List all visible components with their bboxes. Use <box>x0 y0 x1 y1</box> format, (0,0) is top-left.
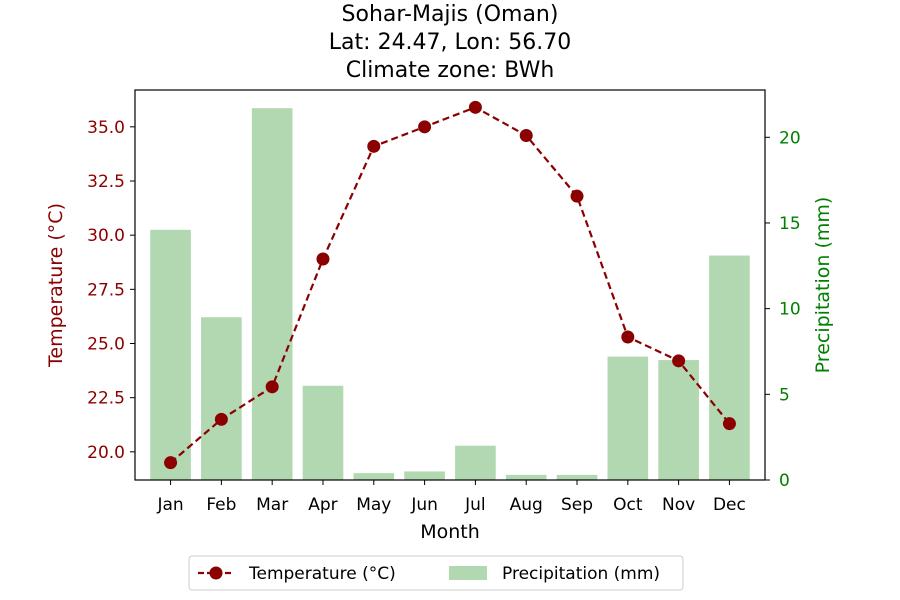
x-axis-tick-label: Apr <box>308 495 337 515</box>
temperature-point <box>214 412 228 426</box>
temperature-point <box>672 354 686 368</box>
right-axis-tick-label: 0 <box>779 471 790 491</box>
precipitation-bar <box>607 356 649 480</box>
right-axis: 0 5 10 15 20 <box>765 128 801 491</box>
x-axis-tick-label: Nov <box>662 495 695 515</box>
precipitation-bar <box>658 360 699 480</box>
x-axis-tick-label: May <box>356 495 391 515</box>
x-axis-tick-label: Sep <box>561 495 593 515</box>
left-axis-tick-label: 25.0 <box>87 335 125 355</box>
precipitation-bar <box>455 445 496 480</box>
x-axis-tick-label: Jul <box>464 495 486 515</box>
legend: Temperature (°C) Precipitation (mm) <box>188 555 684 591</box>
temperature-point <box>621 330 635 344</box>
temperature-point <box>265 380 279 394</box>
temperature-point <box>316 252 330 266</box>
x-axis-tick-label: Aug <box>510 495 543 515</box>
x-axis-tick-label: Mar <box>256 495 288 515</box>
temperature-line <box>164 100 736 470</box>
temperature-point <box>367 139 381 153</box>
precipitation-bar <box>505 474 547 480</box>
precipitation-bar <box>302 385 344 480</box>
precipitation-bar <box>353 473 395 480</box>
precipitation-bar <box>709 255 750 480</box>
left-axis-tick-label: 20.0 <box>87 443 125 463</box>
title-line-1: Sohar-Majis (Oman) <box>342 2 559 27</box>
legend-temperature-label: Temperature (°C) <box>248 564 396 584</box>
precipitation-bar <box>404 471 445 480</box>
legend-box <box>188 555 684 591</box>
temperature-series-line <box>169 106 731 464</box>
precipitation-bars <box>150 108 750 480</box>
temperature-point <box>468 100 482 114</box>
left-axis-label: Temperature (°C) <box>45 203 67 368</box>
x-axis: Jan Feb Mar Apr May Jun Jul Aug Sep Oct Nov Dec <box>156 480 746 515</box>
right-axis-tick-label: 15 <box>779 214 801 234</box>
x-axis-tick-label: Oct <box>613 495 643 515</box>
title-line-3: Climate zone: BWh <box>346 58 555 83</box>
x-axis-tick-label: Feb <box>206 495 236 515</box>
left-axis-tick-label: 35.0 <box>87 118 125 138</box>
precipitation-bar <box>201 317 242 480</box>
precipitation-bar <box>556 474 598 480</box>
legend-temperature-marker <box>209 566 223 580</box>
chart-title: Sohar-Majis (Oman) Lat: 24.47, Lon: 56.7… <box>329 2 571 83</box>
temperature-point <box>570 189 584 203</box>
temperature-point <box>164 456 178 470</box>
legend-precipitation-swatch <box>449 566 487 580</box>
legend-precipitation-label: Precipitation (mm) <box>502 564 660 584</box>
precipitation-bar <box>150 229 191 480</box>
x-axis-label: Month <box>420 521 480 543</box>
left-axis: 20.0 22.5 25.0 27.5 30.0 32.5 35.0 <box>87 118 135 463</box>
left-axis-tick-label: 22.5 <box>87 389 125 409</box>
left-axis-tick-label: 32.5 <box>87 172 125 192</box>
temperature-point <box>722 417 736 431</box>
precipitation-bar <box>251 108 293 480</box>
title-line-2: Lat: 24.47, Lon: 56.70 <box>329 30 571 55</box>
temperature-point <box>418 120 432 134</box>
right-axis-tick-label: 5 <box>779 385 790 405</box>
temperature-point <box>519 129 533 142</box>
plot-frame <box>134 89 766 481</box>
right-axis-tick-label: 20 <box>779 128 801 148</box>
x-axis-tick-label: Dec <box>713 495 746 515</box>
right-axis-tick-label: 10 <box>779 300 801 320</box>
x-axis-tick-label: Jan <box>156 495 183 515</box>
x-axis-tick-label: Jun <box>410 495 438 515</box>
left-axis-tick-label: 30.0 <box>87 226 125 246</box>
left-axis-tick-label: 27.5 <box>87 280 125 300</box>
right-axis-label: Precipitation (mm) <box>812 197 834 374</box>
